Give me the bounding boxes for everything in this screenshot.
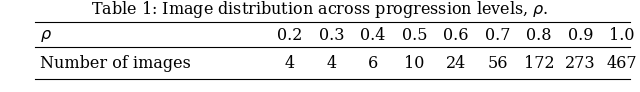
Text: 24: 24	[446, 55, 466, 72]
Text: 4: 4	[285, 55, 295, 72]
Text: 0.5: 0.5	[402, 26, 428, 44]
Text: 273: 273	[565, 55, 596, 72]
Text: Number of images: Number of images	[40, 55, 191, 72]
Text: 0.2: 0.2	[277, 26, 303, 44]
Text: $\rho$: $\rho$	[40, 26, 52, 44]
Text: 0.9: 0.9	[568, 26, 593, 44]
Text: 0.8: 0.8	[526, 26, 552, 44]
Text: 467: 467	[607, 55, 637, 72]
Text: 10: 10	[404, 55, 425, 72]
Text: 0.6: 0.6	[444, 26, 468, 44]
Text: 0.3: 0.3	[319, 26, 344, 44]
Text: 1.0: 1.0	[609, 26, 635, 44]
Text: 0.7: 0.7	[484, 26, 510, 44]
Text: 0.4: 0.4	[360, 26, 386, 44]
Text: 56: 56	[487, 55, 508, 72]
Text: 6: 6	[368, 55, 378, 72]
Text: 172: 172	[524, 55, 554, 72]
Text: Table 1: Image distribution across progression levels, $\rho$.: Table 1: Image distribution across progr…	[91, 0, 549, 21]
Text: 4: 4	[326, 55, 337, 72]
